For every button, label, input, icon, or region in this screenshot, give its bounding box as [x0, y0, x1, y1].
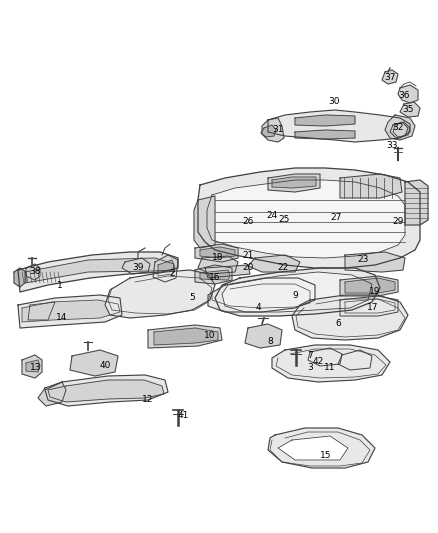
Text: 12: 12 [142, 395, 154, 405]
Polygon shape [198, 256, 238, 274]
Polygon shape [272, 177, 316, 188]
Text: 39: 39 [132, 263, 144, 272]
Text: 29: 29 [392, 217, 404, 227]
Polygon shape [70, 350, 118, 376]
Polygon shape [261, 125, 276, 137]
Text: 8: 8 [267, 337, 273, 346]
Polygon shape [105, 270, 215, 318]
Text: 24: 24 [266, 211, 278, 220]
Text: 38: 38 [29, 268, 41, 277]
Polygon shape [340, 174, 402, 198]
Text: 20: 20 [242, 263, 254, 272]
Polygon shape [295, 130, 355, 139]
Text: 19: 19 [369, 287, 381, 296]
Polygon shape [38, 382, 66, 406]
Polygon shape [18, 252, 178, 292]
Text: 35: 35 [402, 106, 414, 115]
Text: 10: 10 [204, 330, 216, 340]
Text: 11: 11 [324, 364, 336, 373]
Polygon shape [295, 115, 355, 126]
Polygon shape [198, 168, 420, 268]
Polygon shape [272, 345, 390, 382]
Polygon shape [345, 278, 395, 293]
Polygon shape [292, 295, 408, 340]
Text: 33: 33 [386, 141, 398, 149]
Polygon shape [25, 258, 174, 283]
Polygon shape [194, 196, 215, 248]
Polygon shape [153, 255, 178, 282]
Polygon shape [18, 295, 122, 328]
Text: 31: 31 [272, 125, 284, 134]
Polygon shape [207, 180, 405, 258]
Polygon shape [268, 110, 410, 142]
Polygon shape [200, 270, 230, 280]
Polygon shape [22, 300, 120, 322]
Polygon shape [205, 265, 250, 278]
Text: 3: 3 [307, 362, 313, 372]
Polygon shape [268, 428, 375, 468]
Text: 32: 32 [392, 124, 404, 133]
Polygon shape [14, 268, 26, 287]
Polygon shape [262, 118, 284, 142]
Text: 5: 5 [189, 294, 195, 303]
Polygon shape [154, 328, 218, 345]
Polygon shape [340, 276, 398, 296]
Text: 4: 4 [255, 303, 261, 311]
Text: 26: 26 [242, 217, 254, 227]
Polygon shape [122, 258, 150, 274]
Polygon shape [345, 252, 405, 272]
Polygon shape [26, 360, 40, 372]
Text: 22: 22 [277, 263, 289, 272]
Polygon shape [268, 174, 320, 192]
Text: 16: 16 [209, 273, 221, 282]
Text: 30: 30 [328, 98, 340, 107]
Polygon shape [222, 272, 372, 312]
Polygon shape [200, 247, 235, 258]
Text: 1: 1 [57, 280, 63, 289]
Polygon shape [400, 102, 420, 117]
Text: 14: 14 [57, 313, 68, 322]
Polygon shape [338, 350, 372, 370]
Text: 13: 13 [30, 364, 42, 373]
Polygon shape [158, 260, 175, 276]
Polygon shape [245, 324, 282, 348]
Polygon shape [248, 255, 300, 272]
Polygon shape [405, 180, 428, 225]
Text: 40: 40 [99, 360, 111, 369]
Text: 42: 42 [312, 358, 324, 367]
Polygon shape [390, 122, 408, 138]
Text: 18: 18 [212, 254, 224, 262]
Polygon shape [195, 244, 238, 262]
Polygon shape [45, 375, 168, 406]
Text: 37: 37 [384, 74, 396, 83]
Polygon shape [398, 85, 418, 103]
Polygon shape [308, 348, 342, 366]
Text: 17: 17 [367, 303, 379, 311]
Polygon shape [22, 355, 42, 378]
Polygon shape [340, 296, 398, 316]
Text: 27: 27 [330, 214, 342, 222]
Text: 23: 23 [357, 255, 369, 264]
Polygon shape [382, 70, 398, 84]
Polygon shape [195, 265, 232, 284]
Text: 36: 36 [398, 91, 410, 100]
Text: 7: 7 [307, 351, 313, 359]
Polygon shape [208, 278, 315, 312]
Polygon shape [148, 325, 222, 348]
Text: 6: 6 [335, 319, 341, 327]
Polygon shape [345, 299, 395, 313]
Text: 9: 9 [292, 290, 298, 300]
Text: 21: 21 [242, 251, 254, 260]
Polygon shape [393, 122, 410, 137]
Text: 25: 25 [278, 215, 290, 224]
Polygon shape [28, 302, 55, 320]
Polygon shape [26, 264, 40, 280]
Polygon shape [385, 115, 415, 140]
Polygon shape [48, 380, 164, 402]
Polygon shape [215, 268, 380, 316]
Text: 41: 41 [177, 410, 189, 419]
Text: 15: 15 [320, 450, 332, 459]
Polygon shape [278, 436, 348, 460]
Text: 2: 2 [169, 269, 175, 278]
